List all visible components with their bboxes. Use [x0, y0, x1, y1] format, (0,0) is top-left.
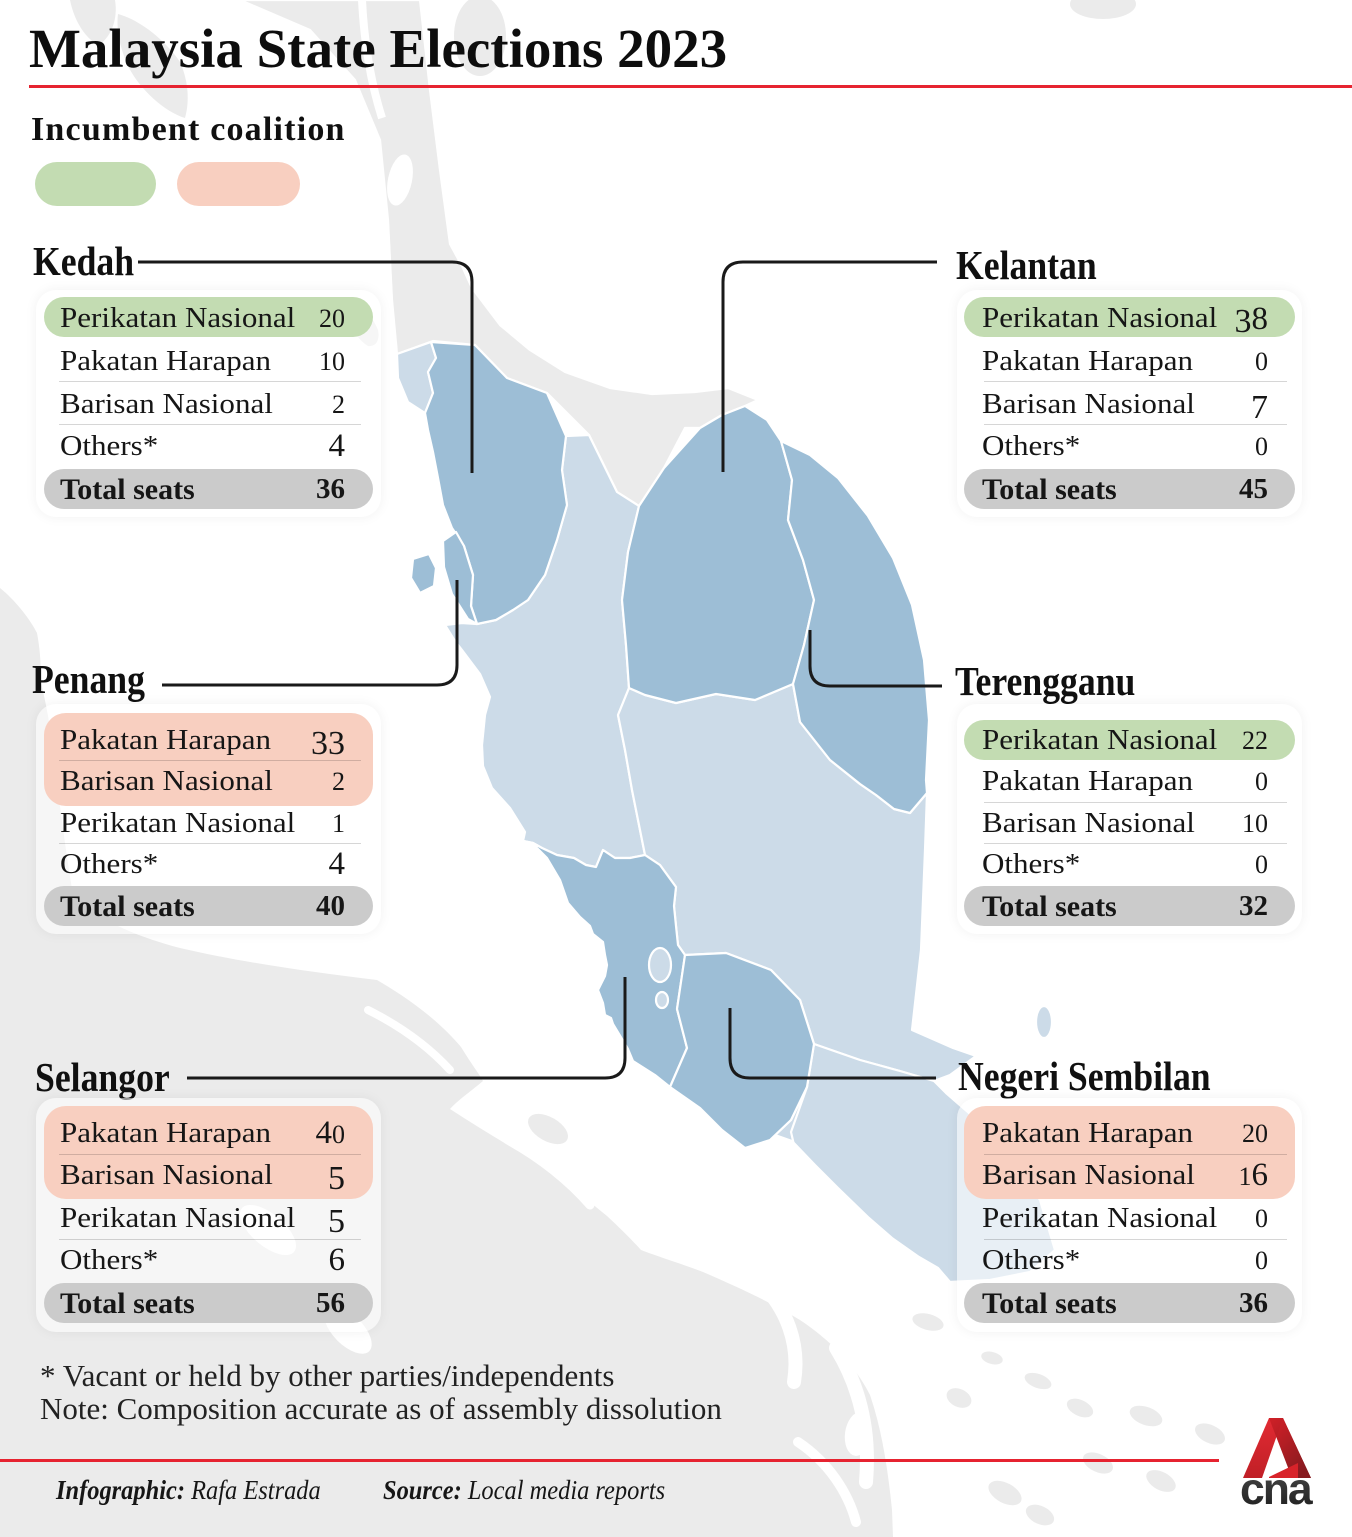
svg-text:cna: cna [1240, 1465, 1314, 1514]
